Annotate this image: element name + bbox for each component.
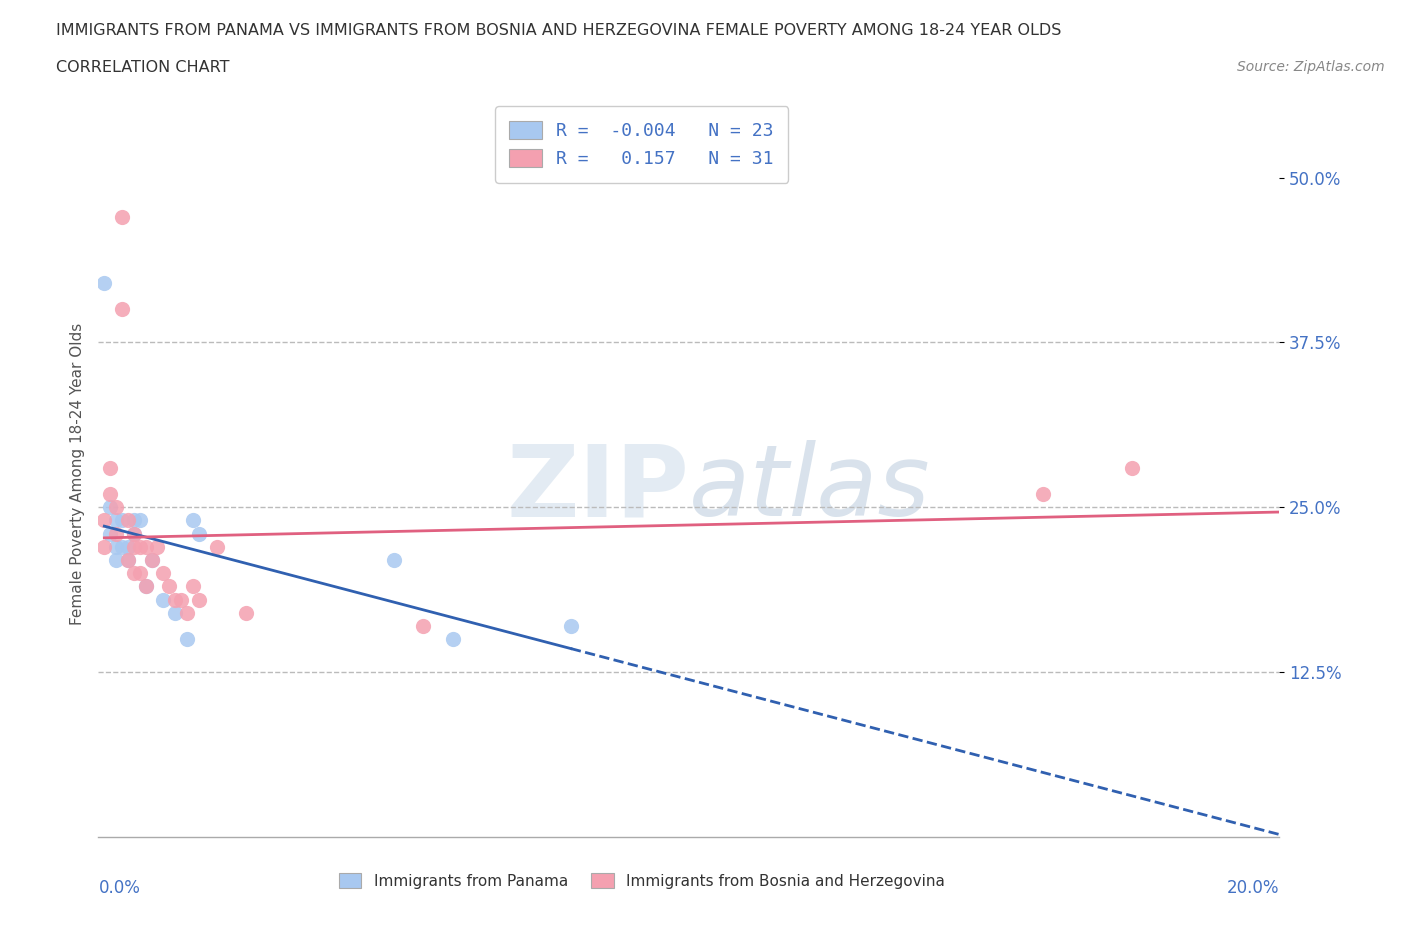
Text: atlas: atlas — [689, 440, 931, 538]
Point — [105, 526, 128, 541]
Point — [141, 552, 163, 567]
Point — [111, 302, 134, 317]
Point — [117, 552, 139, 567]
Point — [170, 592, 193, 607]
Point — [187, 592, 209, 607]
Point — [181, 579, 204, 594]
Point — [111, 539, 134, 554]
Point — [111, 513, 134, 528]
Point — [152, 565, 174, 580]
Point — [176, 605, 198, 620]
Text: IMMIGRANTS FROM PANAMA VS IMMIGRANTS FROM BOSNIA AND HERZEGOVINA FEMALE POVERTY : IMMIGRANTS FROM PANAMA VS IMMIGRANTS FRO… — [56, 23, 1062, 38]
Point — [1121, 460, 1143, 475]
Point — [98, 499, 121, 514]
Point — [181, 513, 204, 528]
Point — [128, 513, 150, 528]
Point — [117, 513, 139, 528]
Point — [141, 552, 163, 567]
Point — [135, 539, 157, 554]
Point — [117, 552, 139, 567]
Point — [146, 539, 169, 554]
Point — [1032, 486, 1054, 501]
Text: 20.0%: 20.0% — [1227, 879, 1279, 897]
Point — [122, 565, 145, 580]
Point — [122, 526, 145, 541]
Point — [235, 605, 257, 620]
Point — [122, 526, 145, 541]
Point — [93, 513, 115, 528]
Point — [165, 605, 187, 620]
Point — [105, 499, 128, 514]
Point — [111, 209, 134, 224]
Point — [157, 579, 180, 594]
Point — [135, 579, 157, 594]
Point — [105, 552, 128, 567]
Point — [152, 592, 174, 607]
Text: 0.0%: 0.0% — [98, 879, 141, 897]
Point — [441, 631, 464, 646]
Point — [105, 513, 128, 528]
Point — [98, 526, 121, 541]
Legend: Immigrants from Panama, Immigrants from Bosnia and Herzegovina: Immigrants from Panama, Immigrants from … — [332, 867, 950, 895]
Text: ZIP: ZIP — [506, 440, 689, 538]
Point — [412, 618, 434, 633]
Point — [98, 460, 121, 475]
Point — [560, 618, 582, 633]
Point — [98, 486, 121, 501]
Point — [135, 579, 157, 594]
Point — [187, 526, 209, 541]
Text: Source: ZipAtlas.com: Source: ZipAtlas.com — [1237, 60, 1385, 74]
Point — [93, 539, 115, 554]
Point — [176, 631, 198, 646]
Text: CORRELATION CHART: CORRELATION CHART — [56, 60, 229, 75]
Point — [165, 592, 187, 607]
Point — [117, 539, 139, 554]
Point — [205, 539, 228, 554]
Point — [122, 539, 145, 554]
Point — [122, 513, 145, 528]
Point — [128, 565, 150, 580]
Point — [105, 539, 128, 554]
Y-axis label: Female Poverty Among 18-24 Year Olds: Female Poverty Among 18-24 Year Olds — [69, 324, 84, 626]
Point — [382, 552, 405, 567]
Point — [93, 275, 115, 290]
Point — [128, 539, 150, 554]
